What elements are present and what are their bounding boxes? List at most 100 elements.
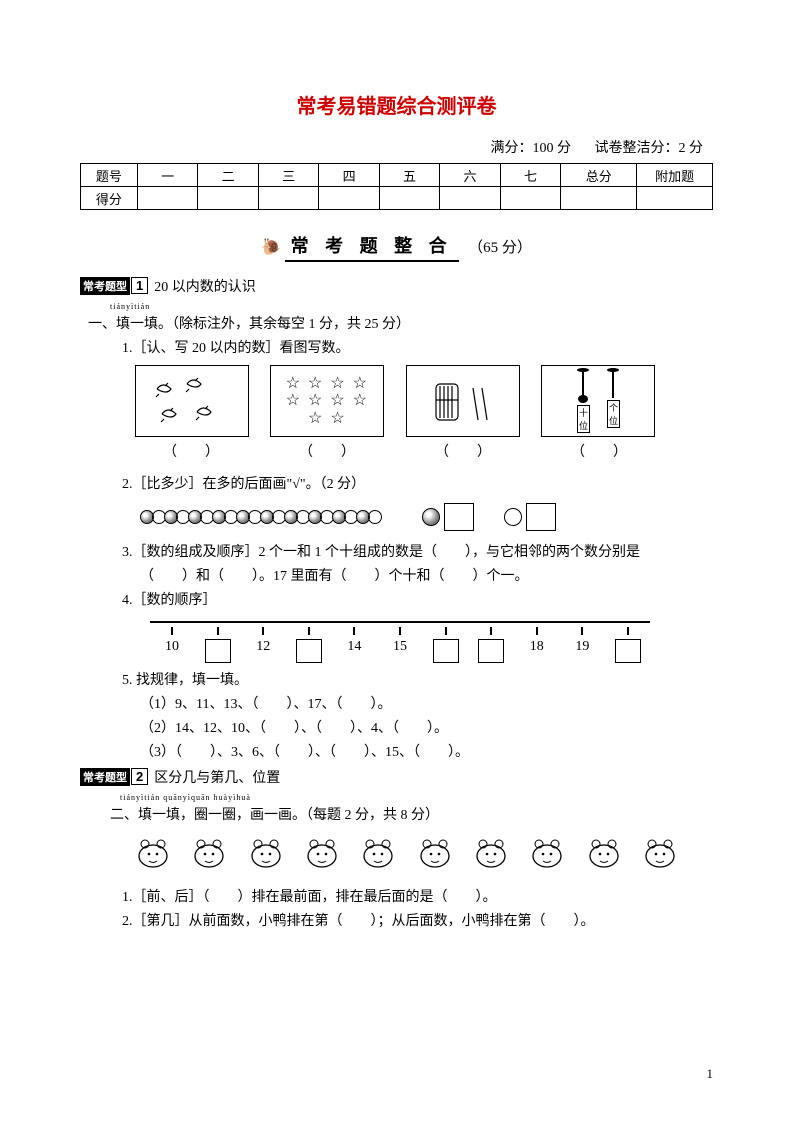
numline-tick: 12 bbox=[241, 627, 285, 659]
animal-icon bbox=[243, 834, 289, 876]
animal-icon bbox=[130, 834, 176, 876]
section-banner: 🐌 常 考 题 整 合 （65 分） bbox=[80, 232, 713, 262]
ones-rod: 个位 bbox=[607, 368, 619, 434]
q3-line1: 3.［数的组成及顺序］2 个一和 1 个十组成的数是（ ），与它相邻的两个数分别… bbox=[122, 541, 713, 561]
full-score: 满分：100 分 bbox=[491, 141, 572, 156]
check-box[interactable] bbox=[444, 503, 474, 531]
q1-pic-sticks bbox=[406, 365, 520, 437]
score-head-cell: 总分 bbox=[561, 164, 637, 187]
answer-blank[interactable]: （ ） bbox=[407, 441, 519, 461]
q1-pic-birds bbox=[135, 365, 249, 437]
q4-text: 4.［数的顺序］ bbox=[122, 589, 713, 609]
score-blank[interactable] bbox=[500, 187, 561, 210]
section-banner-label: 常 考 题 整 合 bbox=[285, 232, 459, 262]
p2-q2: 2.［第几］从前面数，小鸭排在第（ ）；从后面数，小鸭排在第（ ）。 bbox=[122, 910, 713, 930]
q1-pic-stars: ☆ ☆ ☆ ☆ ☆ ☆ ☆ ☆ ☆ ☆ bbox=[270, 365, 384, 437]
animal-row bbox=[130, 834, 683, 876]
numline-blank[interactable] bbox=[205, 639, 231, 663]
q1-pic-abacus: 十位 个位 bbox=[541, 365, 655, 437]
score-blank[interactable] bbox=[561, 187, 637, 210]
stars-row2: ☆ ☆ ☆ ☆ bbox=[286, 392, 369, 410]
circle-icon bbox=[368, 510, 382, 524]
q5-head: 5. 找规律，填一填。 bbox=[122, 669, 713, 689]
pinyin-hint: tiányìtián bbox=[110, 302, 713, 311]
part1-heading: 一、填一填。（除标注外，其余每空 1 分，共 25 分） bbox=[88, 313, 713, 333]
numline-blank[interactable] bbox=[296, 639, 322, 663]
numline-blank[interactable] bbox=[615, 639, 641, 663]
numline-tick bbox=[287, 627, 331, 659]
exam-page: 常考易错题综合测评卷 满分：100 分 试卷整洁分：2 分 题号 一 二 三 四… bbox=[0, 0, 793, 1122]
animal-icon bbox=[299, 834, 345, 876]
qtype-tag: 常考题型1 bbox=[80, 277, 148, 295]
numline-tick bbox=[469, 627, 513, 659]
stars-row1: ☆ ☆ ☆ ☆ bbox=[286, 375, 369, 393]
stars-row3: ☆ ☆ bbox=[308, 410, 347, 428]
page-number: 1 bbox=[707, 1066, 714, 1082]
score-summary: 满分：100 分 试卷整洁分：2 分 bbox=[80, 137, 713, 157]
qtype-chip: 常考题型 bbox=[80, 277, 130, 295]
question-type-1: 常考题型1 20 以内数的认识 bbox=[80, 276, 713, 296]
score-blank[interactable] bbox=[637, 187, 713, 210]
answer-blank[interactable]: （ ） bbox=[135, 441, 247, 461]
score-blank[interactable] bbox=[319, 187, 379, 210]
numline-blank[interactable] bbox=[433, 639, 459, 663]
q1-blank-row: （ ） （ ） （ ） （ ） bbox=[135, 441, 655, 461]
numline-tick: 15 bbox=[378, 627, 422, 659]
animal-icon bbox=[468, 834, 514, 876]
neat-score: 试卷整洁分：2 分 bbox=[595, 141, 704, 156]
score-head-cell: 四 bbox=[319, 164, 379, 187]
qtype-num: 1 bbox=[131, 277, 148, 294]
animal-icon bbox=[355, 834, 401, 876]
q5-3: （3）（ ）、3、6、（ ）、（ ）、15、（ ）。 bbox=[140, 741, 713, 761]
qtype-chip: 常考题型 bbox=[80, 768, 130, 786]
score-blank[interactable] bbox=[137, 187, 197, 210]
score-head-cell: 二 bbox=[198, 164, 258, 187]
numline-tick: 19 bbox=[560, 627, 604, 659]
q5-1: （1）9、11、13、（ ）、17、（ ）。 bbox=[140, 693, 713, 713]
part2-heading: 二、填一填，圈一圈，画一画。（每题 2 分，共 8 分） bbox=[110, 804, 713, 824]
numline-tick: 14 bbox=[332, 627, 376, 659]
numline-tick: 10 bbox=[150, 627, 194, 659]
q2-circle-strip bbox=[140, 510, 382, 524]
q2-text: 2.［比多少］在多的后面画"√"。（2 分） bbox=[122, 473, 713, 493]
numline-tick bbox=[196, 627, 240, 659]
ones-label: 个位 bbox=[607, 400, 620, 428]
numline-blank[interactable] bbox=[478, 639, 504, 663]
numline-tick bbox=[606, 627, 650, 659]
score-blank[interactable] bbox=[440, 187, 500, 210]
score-head-cell: 六 bbox=[440, 164, 500, 187]
q4-number-line: 101214151819 bbox=[150, 619, 650, 659]
score-head-cell: 七 bbox=[500, 164, 561, 187]
check-box[interactable] bbox=[526, 503, 556, 531]
answer-blank[interactable]: （ ） bbox=[271, 441, 383, 461]
score-head-cell: 一 bbox=[137, 164, 197, 187]
q1-text: 1.［认、写 20 以内的数］看图写数。 bbox=[122, 337, 713, 357]
answer-blank[interactable]: （ ） bbox=[543, 441, 655, 461]
paper-title: 常考易错题综合测评卷 bbox=[80, 90, 713, 119]
p2-q1: 1.［前、后］（ ）排在最前面，排在最后面的是（ ）。 bbox=[122, 886, 713, 906]
score-head-cell: 五 bbox=[379, 164, 439, 187]
score-blank[interactable] bbox=[379, 187, 439, 210]
score-grid: 题号 一 二 三 四 五 六 七 总分 附加题 得分 bbox=[80, 163, 713, 210]
tens-rod: 十位 bbox=[577, 368, 589, 434]
qtype-title: 20 以内数的认识 bbox=[154, 276, 256, 296]
animal-icon bbox=[186, 834, 232, 876]
animal-icon bbox=[581, 834, 627, 876]
q2-circles bbox=[140, 503, 713, 531]
snail-icon: 🐌 bbox=[261, 239, 281, 256]
pinyin-hint-2: tiányìtián quānyìquān huàyìhuà bbox=[120, 793, 713, 802]
qtype-tag: 常考题型2 bbox=[80, 768, 148, 786]
q5-2: （2）14、12、10、（ ）、（ ）、4、（ ）。 bbox=[140, 717, 713, 737]
section-banner-points: （65 分） bbox=[468, 240, 532, 256]
q1-picture-row: ☆ ☆ ☆ ☆ ☆ ☆ ☆ ☆ ☆ ☆ 十位 bbox=[135, 365, 655, 437]
circle-icon bbox=[504, 508, 522, 526]
score-head-cell: 题号 bbox=[81, 164, 138, 187]
circle-icon bbox=[422, 508, 440, 526]
q3-line2: （ ）和（ ）。17 里面有（ ）个十和（ ）个一。 bbox=[140, 565, 713, 585]
animal-icon bbox=[412, 834, 458, 876]
score-blank[interactable] bbox=[258, 187, 318, 210]
score-head-cell: 附加题 bbox=[637, 164, 713, 187]
numline-tick bbox=[424, 627, 468, 659]
score-blank[interactable] bbox=[198, 187, 258, 210]
animal-icon bbox=[637, 834, 683, 876]
